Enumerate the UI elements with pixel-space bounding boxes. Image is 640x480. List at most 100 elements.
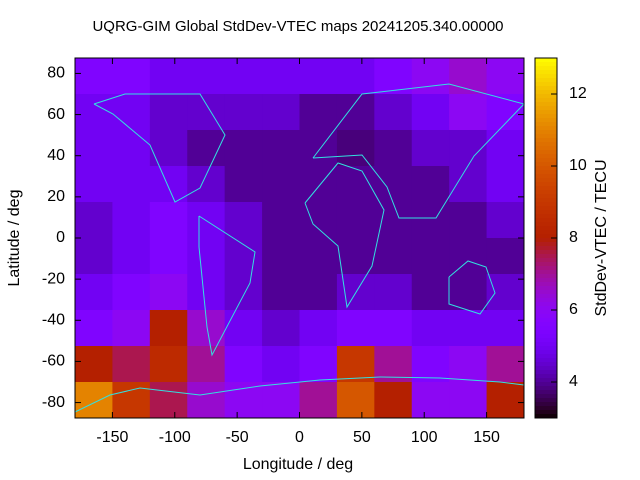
y-tick-label: 80 [47, 65, 65, 82]
heatmap-cell [486, 238, 525, 275]
heatmap-cell [187, 382, 226, 419]
heatmap-cell [262, 58, 300, 95]
heatmap-cell [299, 202, 338, 239]
heatmap-cell [486, 58, 525, 95]
colorbar-swatch [535, 290, 557, 295]
y-tick-label: 0 [56, 229, 65, 246]
colorbar-swatch [535, 126, 557, 131]
heatmap-cell [336, 58, 375, 95]
colorbar-swatch [535, 382, 557, 387]
heatmap-cell [224, 346, 263, 383]
heatmap-cell [75, 58, 113, 95]
colorbar-swatch [535, 170, 557, 175]
heatmap-cell [112, 238, 151, 275]
heatmap-cell [449, 346, 488, 383]
colorbar-swatch [535, 102, 557, 107]
heatmap-cell [75, 310, 113, 347]
y-tick-label: 40 [47, 147, 65, 164]
colorbar-swatch [535, 66, 557, 71]
heatmap-cell [262, 202, 300, 239]
heatmap-cell [224, 58, 263, 95]
colorbar-swatch [535, 326, 557, 331]
colorbar-swatch [535, 386, 557, 391]
heatmap-cell [336, 238, 375, 275]
colorbar-swatch [535, 190, 557, 195]
heatmap-cell [449, 382, 488, 419]
colorbar-swatch [535, 142, 557, 147]
heatmap-cell [224, 310, 263, 347]
heatmap-cell [187, 58, 226, 95]
x-tick-label: -150 [96, 429, 128, 446]
heatmap-cell [75, 202, 113, 239]
heatmap-cell [149, 238, 188, 275]
colorbar-tick-label: 4 [569, 373, 578, 390]
heatmap-cell [187, 166, 226, 203]
colorbar-swatch [535, 82, 557, 87]
colorbar-swatch [535, 122, 557, 127]
colorbar-swatch [535, 318, 557, 323]
colorbar-label: StdDev-VTEC / TECU [593, 159, 610, 316]
heatmap-cell [112, 382, 151, 419]
colorbar-swatch [535, 74, 557, 79]
heatmap-cell [149, 94, 188, 131]
heatmap-cell [187, 346, 226, 383]
heatmap-cell [149, 130, 188, 167]
colorbar [535, 58, 557, 419]
colorbar-swatch [535, 314, 557, 319]
heatmap-cell [449, 310, 488, 347]
colorbar-swatch [535, 378, 557, 383]
colorbar-swatch [535, 218, 557, 223]
x-tick-label: 0 [295, 429, 304, 446]
x-tick-label: 150 [473, 429, 500, 446]
colorbar-swatch [535, 278, 557, 283]
heatmap-cell [149, 274, 188, 311]
heatmap-cell [486, 274, 525, 311]
heatmap-cell [187, 274, 226, 311]
heatmap-cell [449, 238, 488, 275]
heatmap-cell [187, 130, 226, 167]
heatmap-cell [112, 58, 151, 95]
coastline [312, 83, 525, 219]
heatmap-cell [299, 346, 338, 383]
heatmap-cell [112, 94, 151, 131]
heatmap-cell [336, 130, 375, 167]
colorbar-swatch [535, 114, 557, 119]
colorbar-swatch [535, 366, 557, 371]
heatmap-cell [299, 130, 338, 167]
heatmap-cell [411, 274, 450, 311]
heatmap-cell [374, 238, 413, 275]
heatmap-cell [486, 94, 525, 131]
colorbar-swatch [535, 350, 557, 355]
heatmap-cell [299, 166, 338, 203]
heatmap-cell [374, 310, 413, 347]
colorbar-swatch [535, 282, 557, 287]
heatmap-cell [411, 166, 450, 203]
colorbar-swatch [535, 162, 557, 167]
colorbar-swatch [535, 250, 557, 255]
heatmap-cell [299, 310, 338, 347]
heatmap-cell [75, 238, 113, 275]
colorbar-swatch [535, 58, 557, 63]
heatmap-cell [374, 58, 413, 95]
colorbar-swatch [535, 258, 557, 263]
colorbar-swatch [535, 374, 557, 379]
colorbar-swatch [535, 222, 557, 227]
heatmap-cell [187, 238, 226, 275]
y-tick-label: -80 [42, 394, 65, 411]
heatmap-cell [112, 202, 151, 239]
heatmap-cell [149, 58, 188, 95]
x-tick-label: -100 [159, 429, 191, 446]
colorbar-swatch [535, 134, 557, 139]
heatmap-cell [224, 238, 263, 275]
colorbar-swatch [535, 274, 557, 279]
heatmap-cell [262, 382, 300, 419]
colorbar-swatch [535, 306, 557, 311]
chart-title: UQRG-GIM Global StdDev-VTEC maps 2024120… [92, 18, 503, 35]
heatmap-cell [112, 166, 151, 203]
heatmap-cell [149, 166, 188, 203]
heatmap-cell [374, 382, 413, 419]
heatmap-cell [149, 346, 188, 383]
heatmap-cell [336, 166, 375, 203]
y-axis-label: Latitude / deg [6, 190, 23, 287]
